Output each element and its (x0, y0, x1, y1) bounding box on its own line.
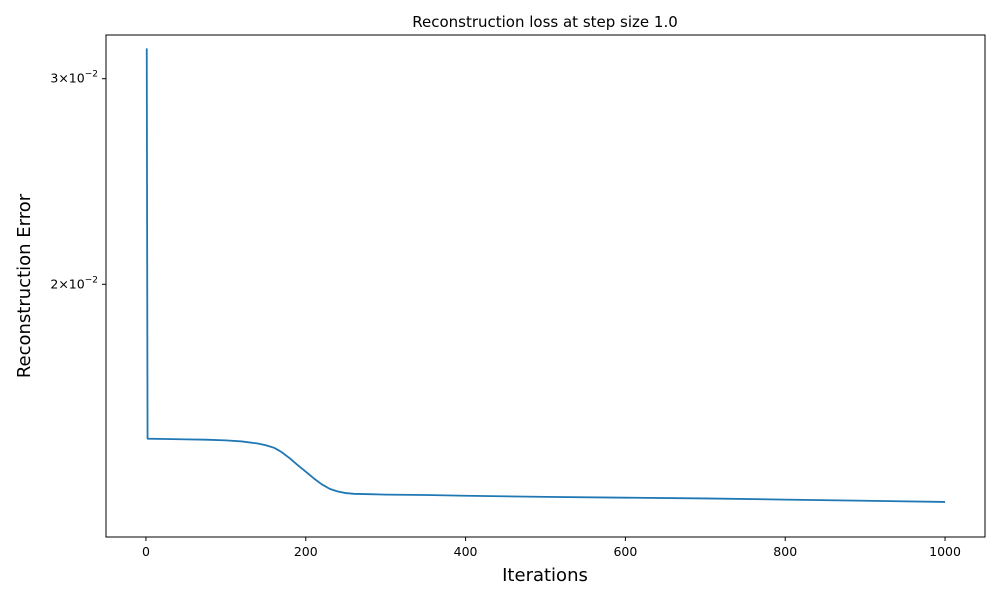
y-tick-label: 3×10−2 (50, 70, 98, 86)
x-tick-label: 200 (294, 544, 318, 559)
x-tick-label: 600 (613, 544, 637, 559)
y-axis-label: Reconstruction Error (14, 193, 35, 378)
chart-title: Reconstruction loss at step size 1.0 (412, 13, 678, 31)
x-tick-label: 1000 (929, 544, 961, 559)
x-axis-label: Iterations (502, 565, 588, 586)
y-tick-label: 2×10−2 (50, 275, 98, 291)
x-tick-label: 800 (773, 544, 797, 559)
x-tick-label: 0 (142, 544, 150, 559)
plot-frame (105, 34, 986, 538)
series-line-0 (145, 48, 946, 503)
x-tick-label: 400 (454, 544, 478, 559)
